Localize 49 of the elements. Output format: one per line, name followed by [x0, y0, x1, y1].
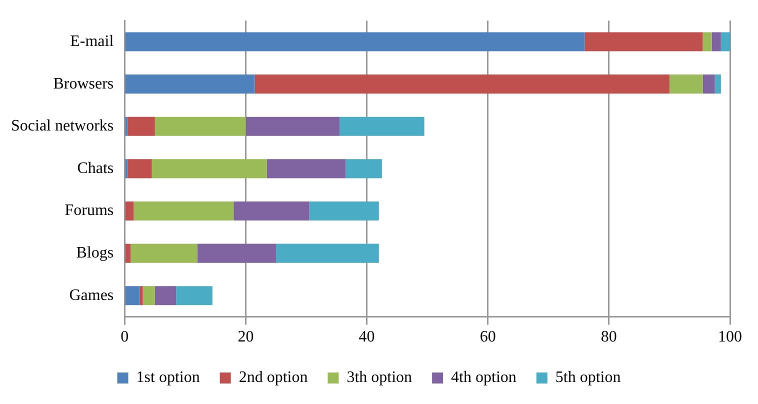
x-tick-label: 0: [120, 328, 129, 346]
x-tick-label: 40: [358, 328, 375, 346]
bar: [125, 244, 131, 263]
bar: [712, 32, 721, 52]
x-tick-label: 20: [238, 328, 254, 346]
bar: [128, 159, 152, 178]
legend-label: 1st option: [136, 369, 200, 386]
bar: [152, 159, 267, 178]
bar: [128, 116, 155, 136]
x-tick-label: 80: [600, 328, 617, 346]
bar: [125, 286, 140, 306]
bar: [125, 201, 134, 221]
legend-label: 4th option: [451, 369, 516, 386]
y-tick-label: E-mail: [70, 32, 114, 50]
bar: [154, 286, 176, 306]
bar: [125, 74, 255, 94]
x-tick-label: 100: [718, 328, 742, 346]
bar: [309, 201, 379, 221]
bar: [720, 32, 730, 52]
bar: [142, 286, 155, 306]
legend-label: 5th option: [555, 369, 621, 386]
bar: [340, 116, 424, 136]
bar: [254, 74, 670, 94]
bar: [246, 116, 340, 136]
bar: [669, 74, 703, 94]
bar: [125, 32, 585, 52]
bar: [584, 32, 703, 52]
bar: [176, 286, 212, 306]
legend-label: 3th option: [346, 369, 412, 386]
bar: [702, 32, 712, 52]
y-tick-label: Browsers: [53, 75, 114, 92]
bar: [197, 244, 276, 263]
bar: [140, 286, 143, 306]
bar: [266, 159, 346, 178]
bar: [154, 116, 246, 136]
bar: [346, 159, 382, 178]
legend-label: 2nd option: [238, 369, 308, 386]
bar: [702, 74, 715, 94]
y-tick-label: Games: [69, 286, 114, 304]
bar: [130, 244, 198, 263]
bar: [714, 74, 721, 94]
bar: [276, 244, 379, 263]
y-tick-label: Blogs: [76, 244, 114, 262]
bar: [134, 201, 234, 221]
bar: [234, 201, 310, 221]
y-tick-label: Chats: [77, 160, 114, 177]
y-tick-label: Social networks: [10, 118, 114, 135]
y-tick-label: Forums: [64, 202, 114, 220]
x-tick-label: 60: [480, 328, 496, 346]
